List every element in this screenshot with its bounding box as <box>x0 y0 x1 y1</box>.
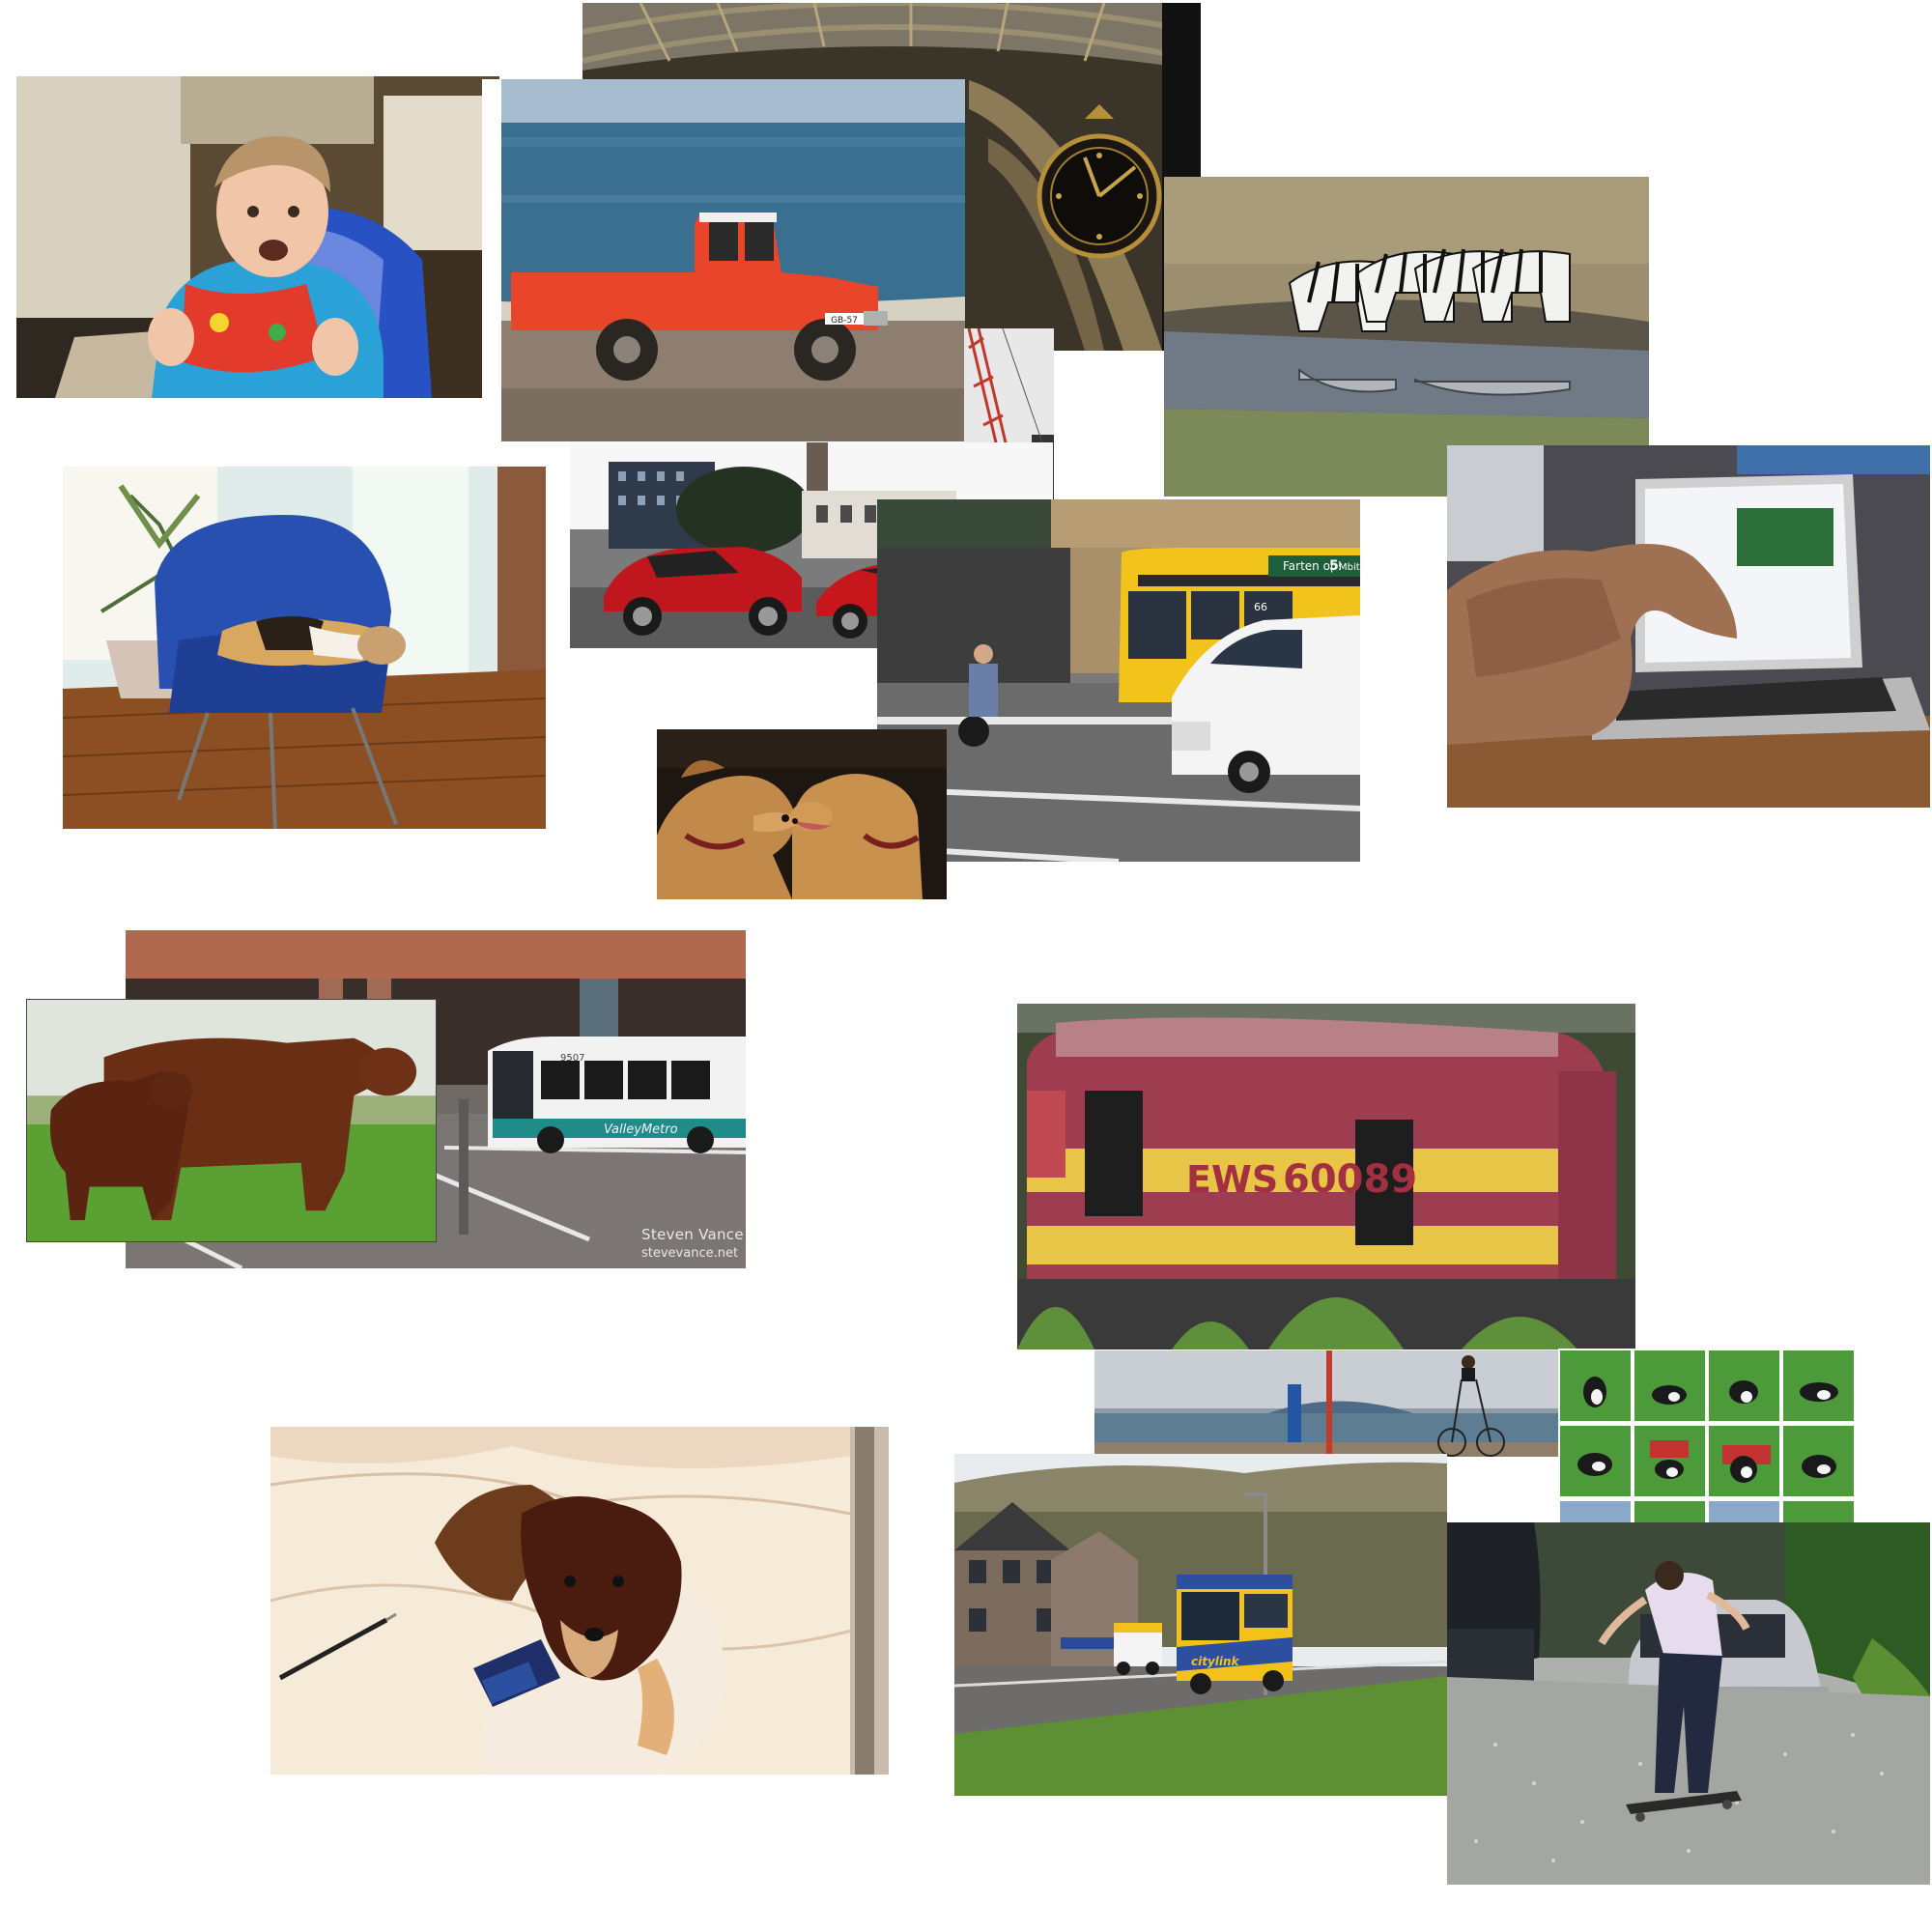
train-number: 60089 <box>1283 1157 1417 1202</box>
photo-ews-locomotive: EWS 60089 <box>1017 1004 1635 1350</box>
photo-dog-bed <box>270 1427 889 1775</box>
coach-brand: citylink <box>1191 1655 1240 1668</box>
bus-brand: ValleyMetro <box>604 1122 678 1137</box>
photo-laptop <box>1447 445 1930 808</box>
yellow-bus-speed: 5 <box>1329 558 1339 574</box>
photo-tall-bike <box>1094 1350 1558 1457</box>
yellow-bus-mbit: Mbit <box>1339 562 1360 573</box>
photo-cows <box>26 999 437 1242</box>
photo-skateboarder <box>1447 1522 1930 1885</box>
bus-fleet-number: 9507 <box>560 1053 584 1064</box>
photo-yellow-bus: Farten op! 5 Mbit 66 <box>877 499 1360 862</box>
photo-zebras <box>1164 177 1649 497</box>
yellow-bus-number: 66 <box>1254 601 1267 613</box>
photo-toddler <box>16 76 499 398</box>
photo-town-coach: citylink <box>954 1454 1447 1796</box>
truck-plate: GB-57 <box>831 316 858 326</box>
photo-two-dogs <box>657 729 947 899</box>
watermark-url: stevevance.net <box>641 1246 739 1261</box>
photo-cat-chair <box>63 467 546 829</box>
watermark-name: Steven Vance <box>641 1226 744 1243</box>
photo-red-truck: GB-57 <box>482 79 965 441</box>
yellow-bus-banner: Farten op! <box>1283 559 1342 573</box>
train-brand: EWS <box>1186 1158 1278 1201</box>
